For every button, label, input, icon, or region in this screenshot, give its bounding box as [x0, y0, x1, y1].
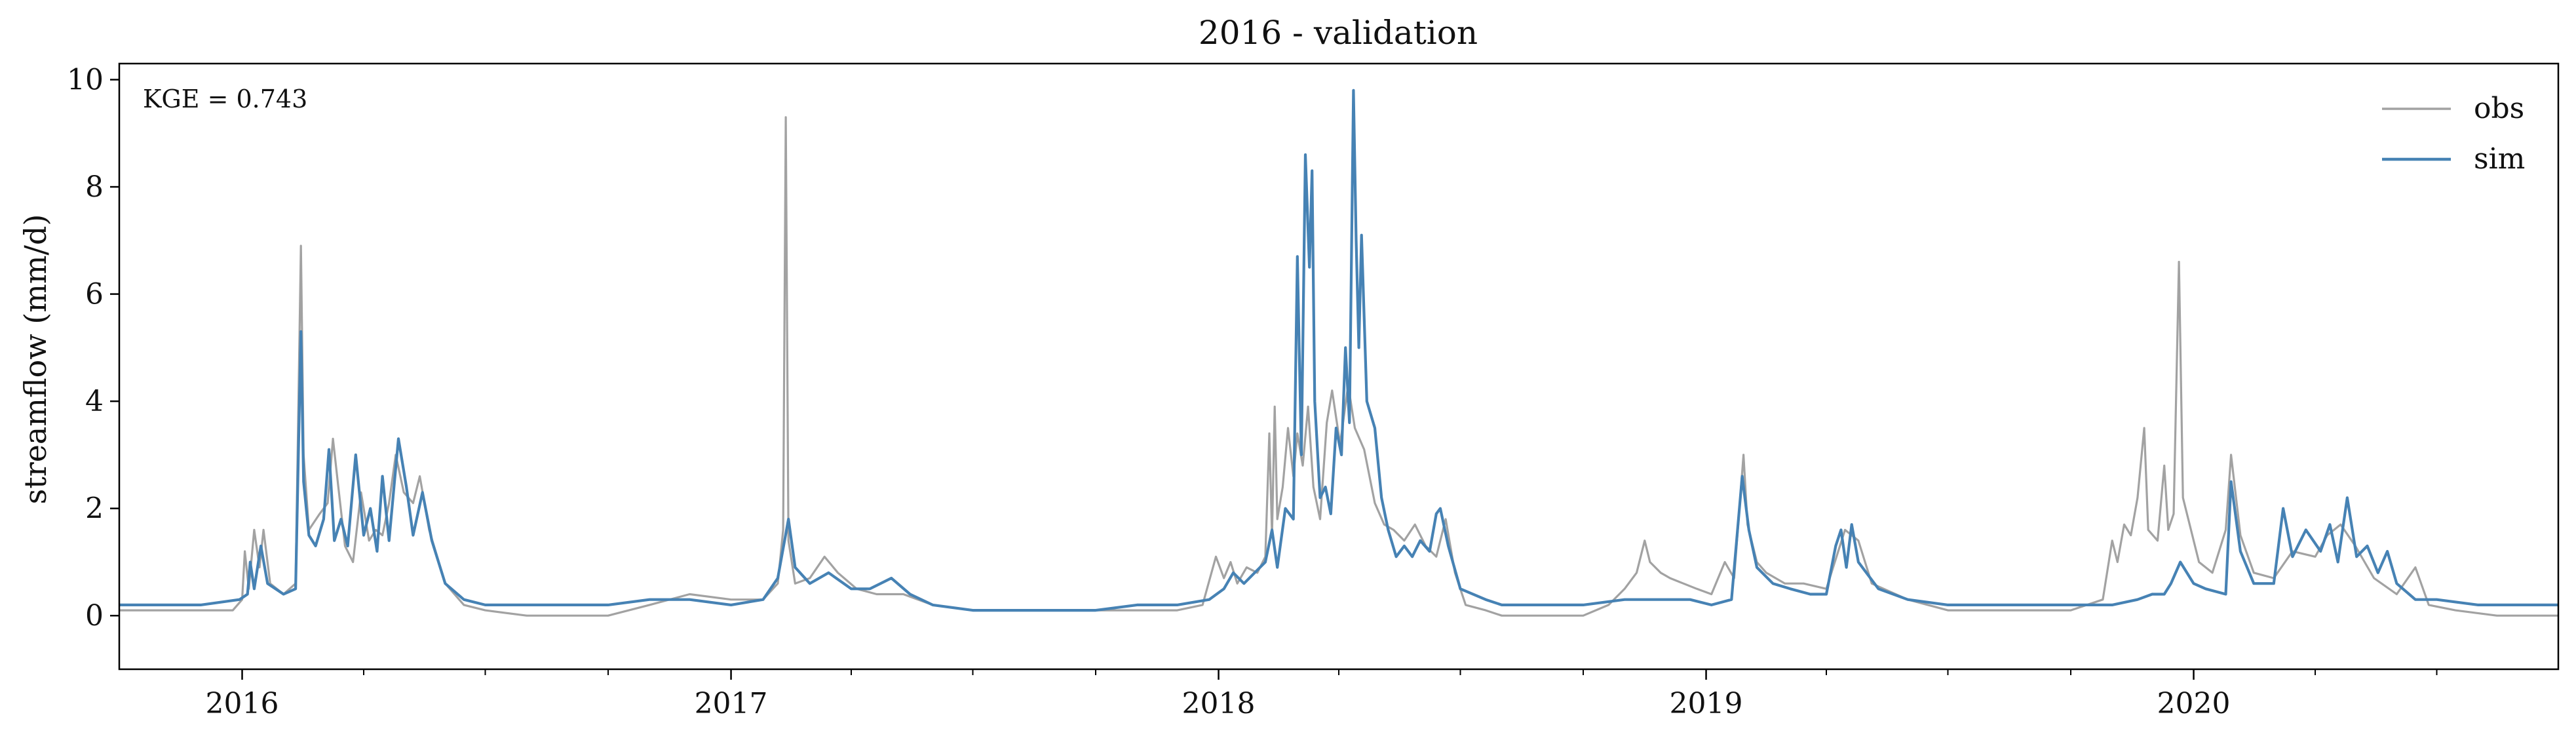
y-tick-label: 4	[85, 385, 104, 418]
plot-frame	[118, 62, 2560, 671]
x-tick-label: 2016	[206, 687, 279, 720]
series-layer	[119, 88, 2558, 617]
y-tick-label: 10	[67, 64, 104, 97]
axes-layer: 0 2 4 6 8 10 2016 2017 2018 2019 2020	[67, 62, 2560, 720]
y-tick-label: 6	[85, 278, 104, 311]
y-axis-label: streamflow (mm/d)	[18, 214, 53, 505]
legend-label-obs: obs	[2474, 92, 2524, 125]
x-tick-label: 2018	[1182, 687, 1256, 720]
x-tick-label: 2017	[695, 687, 768, 720]
kge-annotation: KGE = 0.743	[143, 85, 307, 113]
y-tick-label: 0	[85, 599, 104, 633]
x-tick-label: 2019	[1670, 687, 1743, 720]
x-tick-label: 2020	[2157, 687, 2231, 720]
y-tick-label: 2	[85, 492, 104, 526]
series-line-sim	[119, 88, 2558, 612]
series-line-obs	[119, 116, 2558, 617]
legend: obs sim	[2382, 92, 2525, 176]
legend-label-sim: sim	[2474, 142, 2525, 176]
chart-title: 2016 - validation	[1199, 14, 1478, 52]
y-tick-label: 8	[85, 170, 104, 204]
